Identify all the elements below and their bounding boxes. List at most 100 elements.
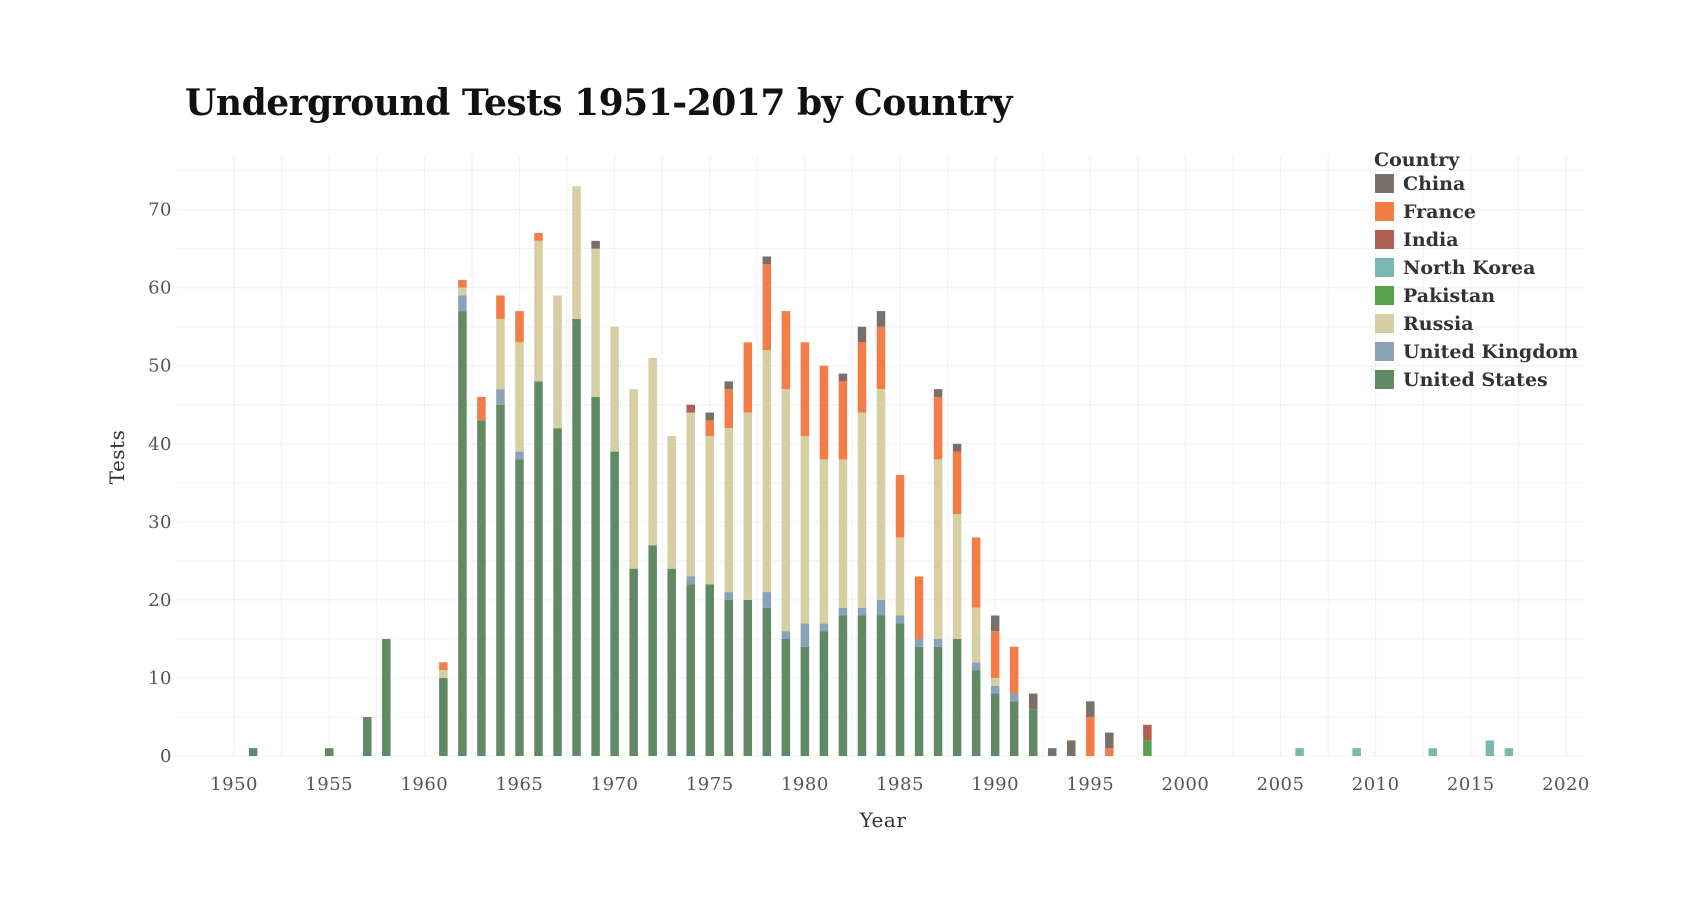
chart-title: Underground Tests 1951-2017 by Country — [185, 82, 1013, 124]
y-axis-ticks: 0 10 20 30 40 50 60 70 — [148, 200, 172, 767]
legend-item-label: United States — [1403, 369, 1548, 391]
bar-segment — [458, 311, 467, 756]
bar-segment — [648, 545, 657, 756]
legend-swatch — [1375, 230, 1394, 249]
bar-segment — [515, 311, 524, 343]
x-tick-label: 2005 — [1257, 774, 1305, 795]
bar-segment — [458, 279, 467, 288]
bar-segment — [1485, 740, 1495, 756]
bar-segment — [1009, 693, 1019, 702]
bar-segment — [838, 459, 848, 608]
bar-segment — [610, 326, 619, 452]
bar-segment — [781, 311, 791, 390]
bar-segment — [1105, 732, 1114, 749]
legend-swatch — [1375, 370, 1394, 389]
bars — [248, 186, 1514, 756]
x-axis-ticks: 1950 1955 1960 1965 1970 1975 1980 1985 1990 1995… — [210, 774, 1590, 795]
bar-segment — [496, 295, 505, 319]
bar-segment — [705, 435, 715, 585]
bar-segment — [800, 435, 810, 624]
y-tick-label: 0 — [160, 746, 172, 767]
bar-segment — [1143, 740, 1152, 756]
x-tick-label: 1960 — [400, 774, 448, 795]
x-tick-label: 1995 — [1066, 774, 1114, 795]
bar-segment — [686, 576, 695, 585]
bar-segment — [439, 677, 448, 756]
y-tick-label: 20 — [148, 590, 172, 611]
bar-segment — [724, 428, 734, 593]
x-tick-label: 1975 — [686, 774, 734, 795]
bar-segment — [477, 420, 486, 756]
bar-segment — [515, 459, 524, 756]
y-axis-title: Tests — [105, 430, 129, 485]
bar-segment — [952, 451, 962, 515]
bar-segment — [819, 631, 829, 756]
bar-segment — [800, 646, 810, 756]
bar-segment — [762, 256, 772, 265]
bar-segment — [363, 716, 372, 756]
bar-segment — [515, 451, 524, 460]
y-tick-label: 10 — [148, 668, 172, 689]
bar-segment — [914, 576, 924, 639]
bar-segment — [933, 396, 943, 460]
legend-item-label: India — [1403, 229, 1459, 251]
bar-segment — [895, 475, 905, 538]
x-tick-label: 2010 — [1352, 774, 1400, 795]
legend: Country China France India North Korea Pakis… — [1374, 149, 1578, 391]
bar-segment — [952, 443, 962, 452]
x-tick-label: 1965 — [496, 774, 544, 795]
bar-segment — [1009, 701, 1019, 756]
bar-segment — [324, 748, 334, 756]
bar-segment — [971, 537, 981, 608]
bar-segment — [648, 357, 657, 546]
bar-segment — [857, 412, 867, 608]
bar-segment — [990, 685, 1000, 694]
bar-segment — [1067, 740, 1076, 756]
bar-segment — [705, 412, 715, 421]
bar-segment — [1028, 693, 1038, 710]
legend-swatch — [1375, 342, 1394, 361]
bar-segment — [933, 638, 943, 647]
bar-segment — [1086, 716, 1095, 756]
bar-segment — [686, 404, 695, 413]
legend-item-label: United Kingdom — [1403, 341, 1578, 363]
bar-segment — [496, 318, 505, 390]
bar-segment — [515, 342, 524, 452]
bar-segment — [800, 342, 810, 436]
bar-segment — [990, 631, 1000, 678]
bar-segment — [553, 295, 562, 429]
legend-swatch — [1375, 202, 1394, 221]
bar-segment — [1428, 748, 1438, 756]
x-tick-label: 1980 — [781, 774, 829, 795]
x-tick-label: 1990 — [971, 774, 1019, 795]
bar-segment — [743, 412, 753, 600]
bar-segment — [914, 638, 924, 647]
bar-segment — [895, 537, 905, 616]
bar-segment — [743, 599, 753, 756]
bar-segment — [933, 646, 943, 756]
bar-segment — [876, 311, 886, 327]
bar-segment — [686, 584, 695, 756]
y-tick-label: 40 — [148, 434, 172, 455]
bar-segment — [724, 381, 734, 390]
bar-segment — [572, 186, 581, 319]
bar-segment — [876, 389, 886, 600]
bar-segment — [762, 592, 772, 608]
legend-swatch — [1375, 314, 1394, 333]
bar-segment — [705, 420, 715, 436]
bar-segment — [439, 662, 448, 671]
bar-segment — [591, 396, 600, 756]
bar-segment — [952, 514, 962, 639]
bar-segment — [248, 748, 258, 756]
bar-segment — [990, 615, 1000, 632]
bar-segment — [1143, 724, 1152, 741]
y-tick-label: 70 — [148, 200, 172, 221]
bar-segment — [667, 568, 676, 756]
x-tick-label: 2020 — [1542, 774, 1590, 795]
bar-segment — [1028, 709, 1038, 756]
bar-segment — [724, 592, 734, 600]
bar-segment — [876, 615, 886, 756]
bar-segment — [876, 599, 886, 616]
legend-swatch — [1375, 258, 1394, 277]
bar-segment — [591, 240, 600, 249]
